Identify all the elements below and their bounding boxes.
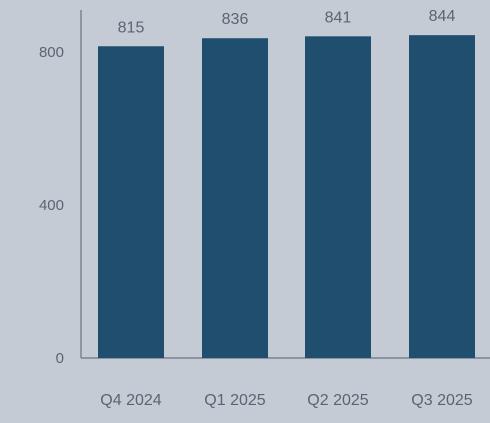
x-category-label: Q1 2025: [204, 392, 265, 409]
data-label: 815: [118, 19, 145, 36]
bar-q1-2025: [202, 38, 268, 358]
y-tick-label: 400: [39, 197, 64, 214]
bar-q3-2025: [409, 35, 475, 359]
data-label: 836: [222, 11, 249, 28]
bars-group: [98, 35, 475, 359]
bar-q4-2024: [98, 46, 164, 358]
labels-group: 815 Q4 2024 836 Q1 2025 841 Q2 2025 844 Q3 2025: [100, 8, 472, 409]
data-label: 841: [325, 9, 352, 26]
x-category-label: Q2 2025: [307, 392, 368, 409]
bar-q2-2025: [305, 36, 371, 358]
y-tick-label: 800: [39, 44, 64, 61]
x-category-label: Q4 2024: [100, 392, 161, 409]
x-category-label: Q3 2025: [411, 392, 472, 409]
data-label: 844: [429, 8, 456, 25]
y-tick-label: 0: [56, 350, 64, 367]
